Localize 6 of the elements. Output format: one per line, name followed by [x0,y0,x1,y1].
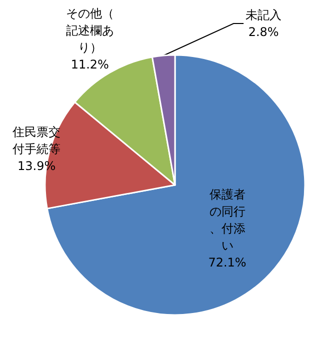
data-label: 72.1% [208,256,246,270]
slice-label: 未記入 [246,8,282,22]
data-label: 11.2% [70,57,109,72]
data-label: 2.8% [248,25,279,40]
slice-label: 保護者の同行、付添い [209,188,246,253]
slice-label: その他（記述欄あり） [66,6,114,54]
